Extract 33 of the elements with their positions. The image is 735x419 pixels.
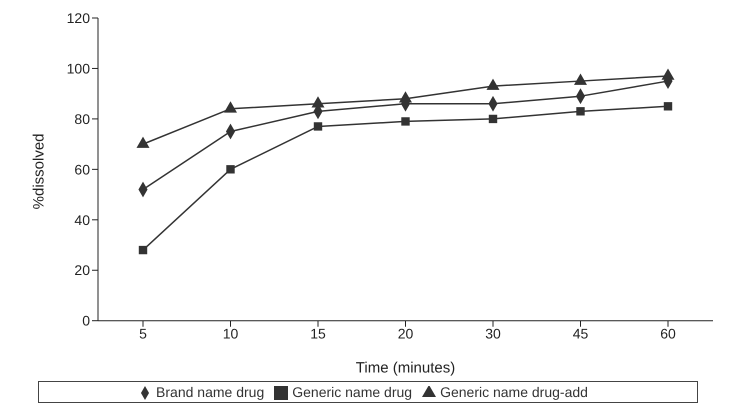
x-tick-label: 10 (222, 326, 238, 342)
point (136, 137, 150, 148)
y-tick-label: 20 (74, 262, 90, 278)
point (574, 74, 587, 85)
x-axis-title: Time (minutes) (356, 360, 456, 377)
legend-label: Generic name drug-add (440, 384, 588, 400)
y-tick-label: 0 (82, 312, 90, 329)
point (226, 165, 235, 174)
point (312, 96, 324, 108)
point (138, 246, 148, 254)
y-axis-title: %dissolved (30, 133, 48, 210)
point (314, 122, 322, 131)
point (576, 107, 585, 116)
point (662, 69, 674, 80)
point (488, 114, 498, 124)
legend-label: Generic name drug (292, 384, 412, 400)
point (486, 79, 500, 90)
legend-label: Brand name drug (156, 384, 264, 400)
x-tick-label: 45 (572, 326, 588, 342)
y-tick-label: 60 (74, 161, 90, 178)
x-tick-label: 60 (660, 326, 676, 342)
y-tick-label: 40 (74, 212, 90, 228)
x-tick-label: 5 (139, 326, 148, 342)
x-tick-label: 20 (398, 326, 414, 342)
y-tick-label: 100 (66, 60, 90, 76)
point (399, 92, 412, 102)
x-tick-label: 15 (310, 326, 326, 342)
y-tick-label: 80 (74, 110, 90, 127)
point (224, 102, 237, 113)
point (664, 102, 672, 110)
x-tick-label: 30 (485, 326, 501, 342)
y-tick-label: 120 (66, 10, 90, 26)
point (401, 117, 410, 126)
